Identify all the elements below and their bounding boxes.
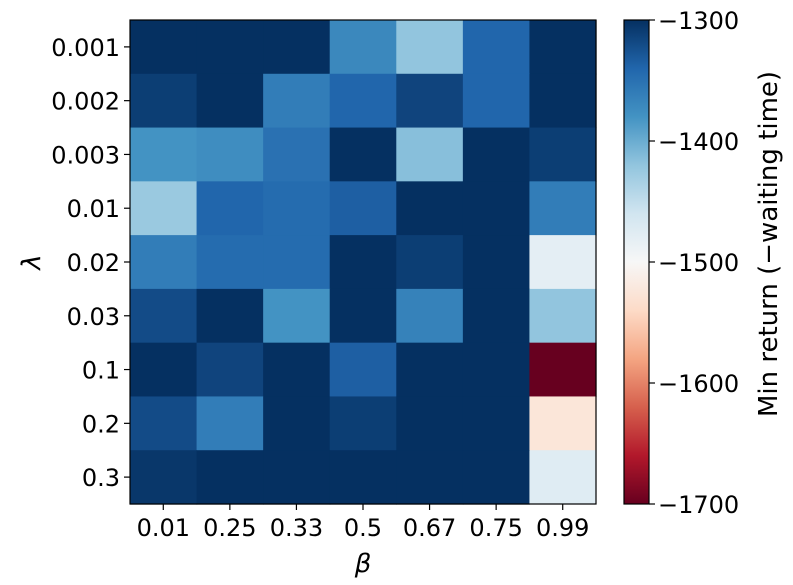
y-tick-label: 0.002 — [51, 88, 120, 116]
heatmap-cell — [462, 396, 531, 451]
x-axis-label: β — [354, 549, 372, 579]
heatmap-cell — [196, 450, 264, 505]
y-tick-label: 0.003 — [51, 141, 120, 169]
heatmap-cell — [396, 235, 464, 290]
x-tick-label: 0.5 — [344, 514, 382, 542]
heatmap-cell — [130, 127, 198, 182]
heatmap-cell — [329, 396, 397, 451]
heatmap-cell — [263, 73, 331, 129]
heatmap-cell — [196, 73, 264, 129]
colorbar-tick-label: −1600 — [658, 370, 739, 398]
heatmap-cell — [196, 235, 264, 290]
heatmap-cell — [396, 450, 464, 505]
heatmap-cell — [263, 342, 331, 398]
heatmap-cell — [462, 127, 531, 182]
heatmap-cell — [329, 450, 397, 505]
y-tick-label: 0.01 — [67, 195, 120, 223]
heatmap-cell — [130, 235, 198, 290]
heatmap-cell — [529, 127, 597, 182]
colorbar-tick-label: −1700 — [658, 491, 739, 519]
y-tick-label: 0.02 — [67, 249, 120, 277]
x-tick-label: 0.75 — [469, 514, 522, 542]
heatmap-cell — [462, 342, 531, 398]
colorbar-tick-label: −1400 — [658, 128, 739, 156]
heatmap-cell — [130, 396, 198, 451]
x-tick-label: 0.99 — [536, 514, 589, 542]
x-tick-label: 0.01 — [137, 514, 190, 542]
x-tick-label: 0.25 — [203, 514, 256, 542]
colorbar-tick-label: −1500 — [658, 249, 739, 277]
heatmap-cell — [529, 235, 597, 290]
y-tick-label: 0.2 — [82, 410, 120, 438]
heatmap-cell — [263, 396, 331, 451]
heatmap-cell — [462, 450, 531, 505]
heatmap-cell — [196, 288, 264, 344]
heatmap-cell — [329, 288, 397, 344]
heatmap-cell — [529, 181, 597, 236]
colorbar-label: Min return (−waiting time) — [754, 71, 784, 417]
heatmap-cell — [396, 342, 464, 398]
heatmap-cell — [130, 20, 198, 75]
colorbar — [623, 19, 650, 505]
heatmap-cell — [462, 235, 531, 290]
colorbar-ticks: −1300 −1400 −1500 −1600 −1700 — [649, 7, 739, 519]
heatmap-cell — [130, 288, 198, 344]
heatmap-cell — [396, 181, 464, 236]
y-tick-label: 0.3 — [82, 464, 120, 492]
heatmap-cell — [329, 235, 397, 290]
heatmap-cell — [196, 127, 264, 182]
heatmap-cell — [396, 20, 464, 75]
heatmap-cell — [529, 20, 597, 75]
heatmap-cell — [396, 288, 464, 344]
heatmap-cell — [130, 450, 198, 505]
heatmap-cells — [130, 20, 597, 505]
heatmap-cell — [529, 396, 597, 451]
heatmap-cell — [263, 127, 331, 182]
y-axis-ticks: 0.001 0.002 0.003 0.01 0.02 0.03 0.1 0.2 0.3 — [51, 34, 130, 492]
heatmap-cell — [196, 396, 264, 451]
y-tick-label: 0.001 — [51, 34, 120, 62]
heatmap-cell — [396, 127, 464, 182]
colorbar-tick-label: −1300 — [658, 7, 739, 35]
heatmap-cell — [196, 342, 264, 398]
heatmap-cell — [196, 181, 264, 236]
x-axis-ticks: 0.01 0.25 0.33 0.5 0.67 0.75 0.99 — [137, 504, 589, 542]
heatmap-cell — [263, 235, 331, 290]
heatmap-cell — [396, 73, 464, 129]
heatmap-cell — [130, 181, 198, 236]
x-tick-label: 0.33 — [270, 514, 323, 542]
heatmap-cell — [329, 73, 397, 129]
x-tick-label: 0.67 — [403, 514, 456, 542]
heatmap-cell — [130, 342, 198, 398]
y-axis-label: λ — [17, 254, 47, 271]
heatmap-cell — [329, 127, 397, 182]
heatmap-cell — [529, 288, 597, 344]
heatmap-cell — [529, 342, 597, 398]
heatmap-cell — [529, 73, 597, 129]
heatmap-cell — [263, 20, 331, 75]
heatmap-cell — [462, 181, 531, 236]
heatmap-cell — [329, 181, 397, 236]
heatmap-cell — [263, 450, 331, 505]
y-tick-label: 0.1 — [82, 357, 120, 385]
heatmap-cell — [263, 288, 331, 344]
y-tick-label: 0.03 — [67, 303, 120, 331]
heatmap-cell — [396, 396, 464, 451]
heatmap-cell — [196, 20, 264, 75]
heatmap-cell — [329, 20, 397, 75]
heatmap-cell — [529, 450, 597, 505]
heatmap-cell — [462, 288, 531, 344]
heatmap-cell — [329, 342, 397, 398]
heatmap-cell — [462, 20, 531, 75]
heatmap-cell — [130, 73, 198, 129]
heatmap-cell — [462, 73, 531, 129]
heatmap-cell — [263, 181, 331, 236]
